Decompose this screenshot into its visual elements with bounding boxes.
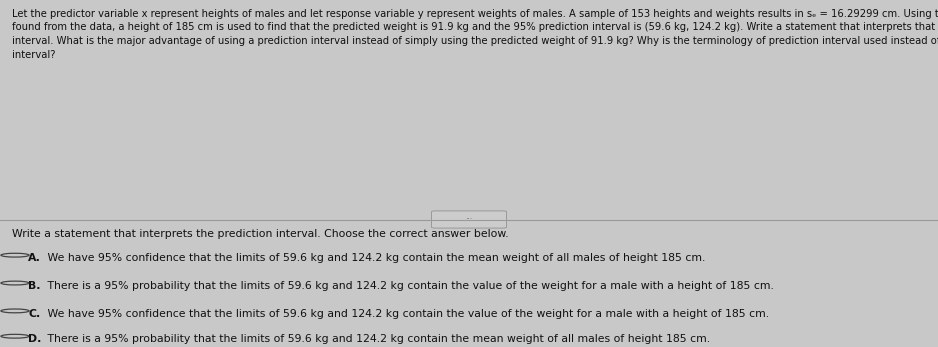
Text: We have 95% confidence that the limits of 59.6 kg and 124.2 kg contain the value: We have 95% confidence that the limits o… <box>44 309 769 319</box>
Text: There is a 95% probability that the limits of 59.6 kg and 124.2 kg contain the m: There is a 95% probability that the limi… <box>44 335 710 344</box>
Text: We have 95% confidence that the limits of 59.6 kg and 124.2 kg contain the mean : We have 95% confidence that the limits o… <box>44 253 705 263</box>
Text: B.: B. <box>28 281 40 291</box>
Text: There is a 95% probability that the limits of 59.6 kg and 124.2 kg contain the v: There is a 95% probability that the limi… <box>44 281 774 291</box>
FancyBboxPatch shape <box>431 211 507 228</box>
Text: C.: C. <box>28 309 40 319</box>
Text: A.: A. <box>28 253 41 263</box>
Text: Write a statement that interprets the prediction interval. Choose the correct an: Write a statement that interprets the pr… <box>12 229 508 239</box>
Text: ···: ··· <box>465 215 473 224</box>
Text: D.: D. <box>28 335 41 344</box>
Text: Let the predictor variable x represent heights of males and let response variabl: Let the predictor variable x represent h… <box>12 9 938 60</box>
